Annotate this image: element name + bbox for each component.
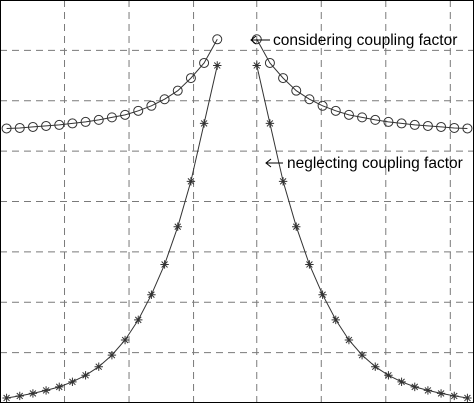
arrow-head (265, 158, 272, 168)
data-point (173, 222, 182, 231)
data-point (68, 377, 77, 387)
data-point (81, 371, 90, 380)
data-point (41, 120, 52, 131)
data-point (384, 371, 393, 380)
data-point (278, 73, 289, 84)
data-point (291, 85, 302, 96)
annotations: considering coupling factor neglecting c… (250, 32, 463, 172)
data-point (199, 57, 210, 68)
data-point (27, 121, 38, 132)
data-point (305, 260, 314, 269)
data-point (278, 177, 288, 186)
data-point (410, 382, 419, 392)
data-point (422, 120, 433, 131)
data-point (409, 119, 420, 130)
data-point (159, 94, 170, 105)
data-point (172, 85, 183, 96)
data-point (120, 109, 131, 120)
data-point (28, 389, 38, 398)
data-point (396, 118, 407, 129)
data-point (370, 114, 381, 125)
data-point (317, 100, 328, 111)
data-point (449, 122, 460, 133)
data-point (331, 315, 340, 325)
data-point (147, 290, 156, 299)
data-point (371, 362, 380, 371)
data-point (106, 112, 117, 123)
data-point (264, 57, 275, 68)
data-point (252, 61, 261, 70)
data-point (463, 393, 472, 403)
data-point (185, 73, 196, 84)
data-point (357, 350, 367, 360)
data-point (436, 121, 447, 132)
data-point (1, 123, 12, 134)
data-point (344, 335, 354, 345)
data-point (107, 350, 117, 360)
data-point (80, 116, 91, 127)
data-point (15, 391, 24, 401)
data-point (186, 177, 196, 186)
data-point (212, 34, 223, 45)
series-line (256, 65, 468, 399)
data-point (436, 389, 446, 398)
arrow-head (250, 35, 257, 45)
series-neglecting-coupling-factor (2, 61, 472, 403)
data-point (134, 315, 143, 325)
data-point (41, 386, 51, 395)
data-point (450, 391, 459, 401)
data-point (94, 362, 103, 371)
data-point (462, 123, 473, 134)
data-point (93, 114, 104, 125)
data-point (146, 100, 157, 111)
data-point (55, 382, 64, 392)
data-point (54, 119, 65, 130)
series-line (256, 39, 468, 129)
data-point (357, 112, 368, 123)
data-point (343, 109, 354, 120)
data-point (292, 222, 301, 231)
annotation-neglecting: neglecting coupling factor (265, 155, 463, 172)
data-point (160, 260, 169, 269)
data-point (133, 105, 144, 116)
data-point (318, 290, 327, 299)
data-point (383, 116, 394, 127)
data-point (67, 118, 78, 129)
data-point (213, 61, 222, 70)
data-point (14, 122, 25, 133)
data-point (304, 94, 315, 105)
series-line (6, 65, 218, 399)
data-point (330, 105, 341, 116)
data-point (120, 335, 130, 345)
data-point (265, 119, 275, 128)
data-point (199, 119, 209, 128)
data-point (423, 386, 433, 395)
data-point (397, 377, 406, 387)
annotation-neglecting-label: neglecting coupling factor (287, 155, 463, 172)
annotation-considering: considering coupling factor (250, 32, 457, 49)
data-point (2, 393, 11, 403)
annotation-considering-label: considering coupling factor (273, 32, 457, 49)
series-line (6, 39, 218, 129)
series-considering-coupling-factor (1, 34, 473, 134)
